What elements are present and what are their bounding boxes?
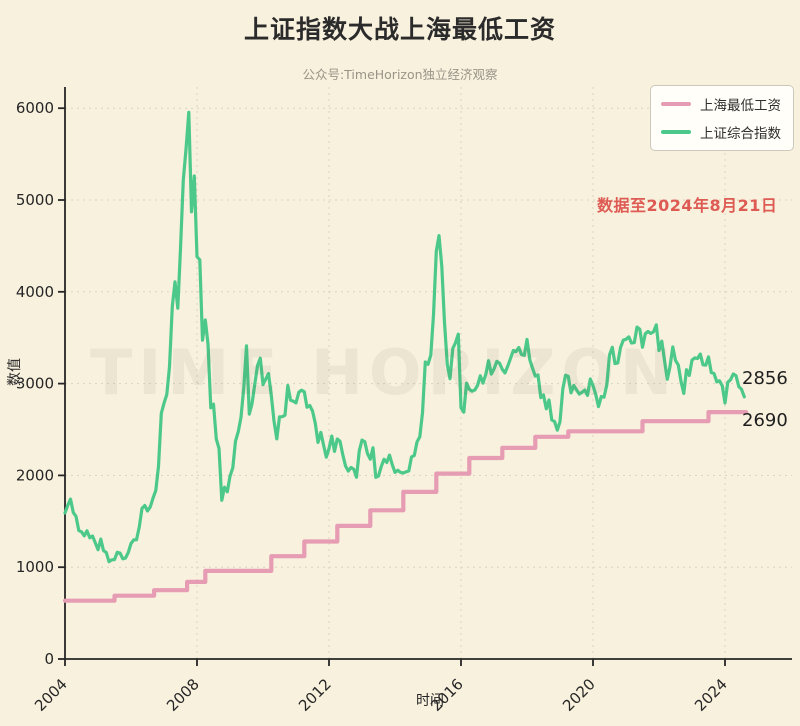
svg-text:4000: 4000 bbox=[16, 283, 54, 301]
legend: 上海最低工资 上证综合指数 bbox=[650, 85, 794, 151]
data-cutoff-annotation: 数据至2024年8月21日 bbox=[597, 196, 778, 215]
legend-item-wage: 上海最低工资 bbox=[661, 94, 781, 114]
index-line-swatch bbox=[661, 129, 691, 135]
legend-label-wage: 上海最低工资 bbox=[700, 98, 781, 114]
page-subtitle: 公众号:TimeHorizon独立经济观察 bbox=[302, 67, 498, 82]
svg-text:6000: 6000 bbox=[16, 99, 54, 117]
svg-text:1000: 1000 bbox=[16, 558, 54, 576]
x-axis-title: 时间 bbox=[416, 693, 444, 709]
legend-label-index: 上证综合指数 bbox=[700, 126, 781, 142]
svg-text:2000: 2000 bbox=[16, 466, 54, 484]
y-axis-title: 数值 bbox=[7, 358, 23, 386]
index-end-value-label: 2856 bbox=[742, 368, 788, 389]
svg-text:5000: 5000 bbox=[16, 191, 54, 209]
wage-line-swatch bbox=[661, 101, 691, 107]
svg-text:3000: 3000 bbox=[16, 375, 54, 393]
page-title: 上证指数大战上海最低工资 bbox=[243, 15, 556, 44]
wage-end-value-label: 2690 bbox=[742, 410, 788, 431]
svg-text:0: 0 bbox=[44, 650, 54, 668]
legend-item-index: 上证综合指数 bbox=[661, 122, 781, 142]
